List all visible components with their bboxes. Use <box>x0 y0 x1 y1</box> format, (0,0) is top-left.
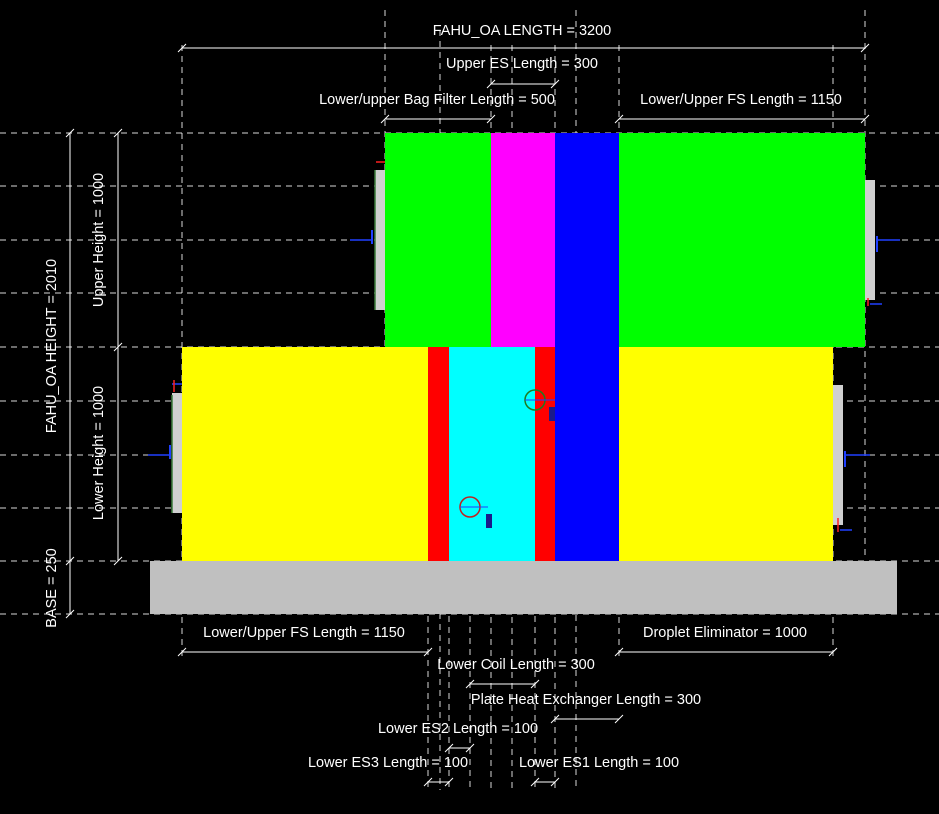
total-height-label: FAHU_OA HEIGHT = 2010 <box>44 259 60 433</box>
upper-level <box>385 133 865 347</box>
damper-icon <box>148 380 182 513</box>
damper-icon <box>865 180 900 306</box>
fan-icon <box>459 496 492 528</box>
damper-icon <box>833 385 870 532</box>
upper-fan-section <box>619 133 865 347</box>
upper-filter-section <box>385 133 491 347</box>
lower-es1-length-label: Lower ES1 Length = 100 <box>519 755 679 771</box>
upper-fs-length-label: Lower/Upper FS Length = 1150 <box>640 92 842 108</box>
left-dimensions <box>65 128 123 619</box>
lower-coil-length-label: Lower Coil Length = 300 <box>437 657 595 673</box>
upper-es-length-label: Upper ES Length = 300 <box>446 56 598 72</box>
top-dimensions <box>177 43 870 124</box>
plate-hx-length-label: Plate Heat Exchanger Length = 300 <box>471 692 701 708</box>
droplet-eliminator-label: Droplet Eliminator = 1000 <box>643 625 807 641</box>
bag-filter-length-label: Lower/upper Bag Filter Length = 500 <box>319 92 555 108</box>
lower-droplet-eliminator <box>619 347 833 561</box>
lower-level <box>182 347 833 561</box>
lower-es2-length-label: Lower ES2 Length = 100 <box>378 721 538 737</box>
lower-height-label: Lower Height = 1000 <box>91 386 107 520</box>
upper-plate-heat-exchanger <box>555 133 619 347</box>
base-frame <box>150 561 897 614</box>
upper-bag-filter <box>491 133 555 347</box>
lower-plate-heat-exchanger <box>555 347 619 561</box>
total-length-label: FAHU_OA LENGTH = 3200 <box>433 23 612 39</box>
bottom-dimensions <box>177 647 838 787</box>
damper-icon <box>350 161 385 310</box>
lower-es3-length-label: Lower ES3 Length = 100 <box>308 755 468 771</box>
lower-fs-length-label: Lower/Upper FS Length = 1150 <box>203 625 405 641</box>
lower-es3 <box>428 347 449 561</box>
upper-height-label: Upper Height = 1000 <box>91 173 107 307</box>
lower-filter-section <box>182 347 428 561</box>
lower-es1 <box>535 347 555 561</box>
base-height-label: BASE = 250 <box>44 548 60 627</box>
lower-coil <box>449 347 535 561</box>
fan-icon <box>524 389 555 421</box>
